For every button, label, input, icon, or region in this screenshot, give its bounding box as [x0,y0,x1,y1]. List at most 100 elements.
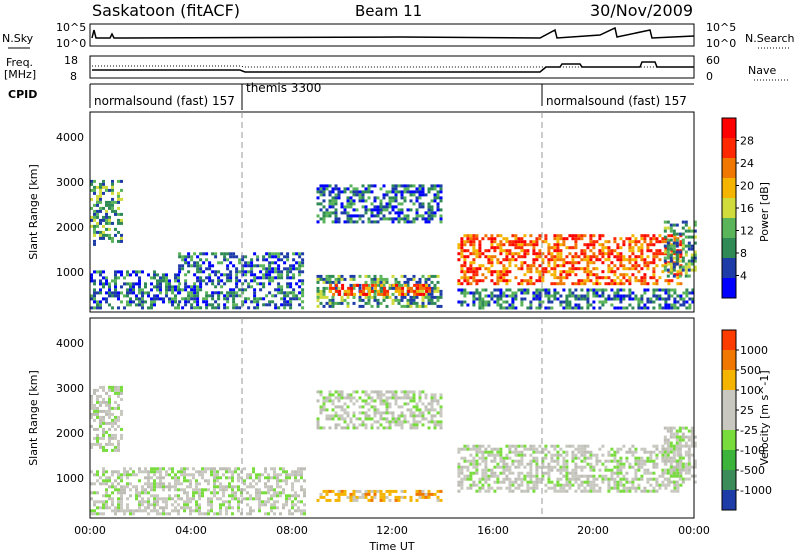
velocity-cell [337,390,341,394]
power-cell [391,301,395,305]
power-cell [367,295,371,299]
power-cell [577,282,581,286]
velocity-cell [382,399,386,403]
power-cell [373,205,377,209]
velocity-cell [225,512,228,516]
power-cell [532,249,536,253]
velocity-cell [397,417,401,421]
power-cell [105,282,108,286]
power-cell [690,268,694,272]
velocity-cell [598,459,602,463]
power-cell [634,258,638,262]
velocity-cell [397,420,401,424]
power-cell [262,258,266,262]
power-cell [120,239,123,243]
velocity-cell [186,500,189,504]
power-cell [676,306,680,310]
velocity-cell [192,476,195,480]
velocity-cell [334,390,338,394]
power-cell [349,190,353,194]
power-cell [637,303,641,307]
velocity-cell [406,402,410,406]
power-cell [628,267,632,271]
velocity-cell [388,402,392,406]
velocity-cell [325,399,329,403]
power-cell [286,270,290,274]
power-cell [319,184,323,188]
power-cell [322,295,326,299]
power-cell [520,261,524,265]
power-cell [235,285,239,289]
power-cell [652,258,656,262]
velocity-cell [162,488,165,492]
velocity-cell [141,509,144,513]
velocity-cell [418,492,422,496]
velocity-cell [577,477,581,481]
power-cell [565,273,569,277]
power-cell [184,300,188,304]
power-cell [667,288,671,292]
power-cell [436,298,440,302]
velocity-cell [364,399,368,403]
velocity-cell [430,492,434,496]
power-cell [675,256,679,260]
power-cell [589,288,593,292]
power-cell [199,285,203,289]
velocity-cell [99,409,102,413]
velocity-cell [105,482,108,486]
velocity-cell [583,480,587,484]
power-cell [370,280,374,284]
power-cell [679,240,683,244]
velocity-cell [502,480,506,484]
velocity-cell [400,390,404,394]
power-cell [559,300,563,304]
power-cell [379,217,383,221]
velocity-cell [394,489,398,493]
power-cell [397,217,401,221]
power-cell [589,234,593,238]
power-cell [664,237,668,241]
power-cell [238,258,242,262]
power-cell [511,240,515,244]
power-cell [391,196,395,200]
power-cell [292,291,296,295]
velocity-cell [114,488,117,492]
velocity-cell [358,411,362,415]
velocity-cell [162,482,165,486]
velocity-cell [297,467,300,471]
power-cell [386,289,390,293]
power-cell [586,267,590,271]
velocity-cell [213,491,216,495]
power-cell [622,243,626,247]
velocity-cell [535,480,539,484]
velocity-cell [574,456,578,460]
velocity-cell [580,480,584,484]
power-cell [466,279,470,283]
velocity-cell [514,486,518,490]
velocity-cell [595,483,599,487]
power-cell [325,208,329,212]
power-cell [349,205,353,209]
power-cell [676,276,680,280]
velocity-cell [150,476,153,480]
power-cell [298,279,302,283]
power-cell [556,237,560,241]
power-cell [439,184,443,188]
power-cell [553,255,557,259]
velocity-cell [252,509,255,513]
velocity-cell [478,456,482,460]
velocity-cell [595,477,599,481]
velocity-cell [201,491,204,495]
power-cell [382,208,386,212]
velocity-cell [472,447,476,451]
power-cell [681,244,685,248]
power-cell [592,273,596,277]
velocity-cell [325,492,329,496]
power-cell [469,252,473,256]
velocity-cell [165,500,168,504]
power-cell [108,303,111,307]
velocity-cell [114,418,117,422]
velocity-cell [514,480,518,484]
power-cell [93,224,96,228]
freq-tick-top: 18 [64,54,78,67]
